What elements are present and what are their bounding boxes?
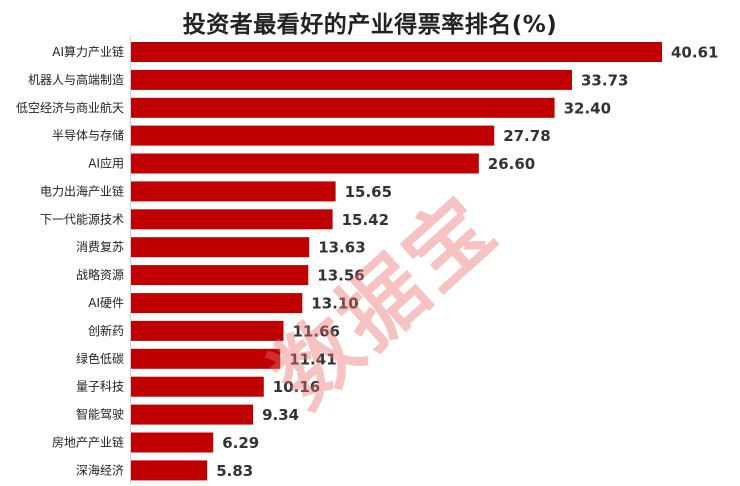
value-label: 26.60 [488, 155, 535, 173]
value-label: 13.63 [318, 239, 365, 257]
value-label: 6.29 [222, 434, 259, 452]
value-label: 13.56 [317, 267, 364, 285]
bar-0 [131, 42, 662, 62]
category-label: 房地产产业链 [52, 435, 124, 450]
value-label: 11.66 [293, 322, 340, 340]
category-label: AI算力产业链 [52, 44, 124, 59]
category-label: 量子科技 [76, 380, 124, 394]
value-label: 5.83 [216, 462, 253, 480]
bar-4 [131, 153, 479, 174]
bar-12 [131, 376, 264, 397]
bar-11 [131, 348, 281, 369]
category-label: 战略资源 [76, 267, 124, 282]
bar-14 [131, 432, 214, 453]
value-label: 15.42 [342, 211, 389, 229]
category-label: 下一代能源技术 [40, 212, 124, 226]
category-label: 机器人与高端制造 [28, 72, 124, 87]
category-label: 绿色低碳 [76, 351, 124, 366]
value-label: 32.40 [564, 99, 611, 117]
bar-15 [131, 460, 208, 481]
value-label: 33.73 [581, 71, 628, 89]
value-labels-group: 40.61 33.73 32.40 27.78 26.60 15.65 15.42 13.63… [216, 44, 718, 480]
bar-3 [131, 125, 495, 146]
bar-13 [131, 404, 254, 425]
value-label: 40.61 [671, 44, 718, 62]
value-label: 9.34 [262, 406, 299, 424]
category-label: 低空经济与商业航天 [16, 100, 124, 115]
bar-2 [131, 97, 555, 118]
bars-group [131, 42, 662, 481]
category-label: 深海经济 [76, 462, 124, 477]
chart-title: 投资者最看好的产业得票率排名(%) [182, 12, 558, 38]
category-label: 创新药 [88, 323, 124, 338]
bar-1 [131, 69, 572, 90]
bar-9 [131, 293, 303, 314]
value-label: 11.41 [289, 350, 336, 368]
value-label: 13.10 [311, 295, 358, 313]
category-label: 电力出海产业链 [40, 183, 124, 198]
bar-5 [131, 181, 336, 202]
category-label: 智能驾驶 [76, 407, 124, 422]
category-label: 半导体与存储 [52, 128, 124, 143]
bar-6 [131, 209, 333, 230]
value-label: 15.65 [345, 183, 392, 201]
bar-8 [131, 265, 309, 286]
category-label: AI硬件 [88, 296, 124, 310]
category-label: AI应用 [88, 156, 124, 171]
value-label: 27.78 [503, 127, 550, 145]
bar-7 [131, 237, 310, 258]
bar-10 [131, 320, 284, 341]
value-label: 10.16 [273, 378, 320, 396]
category-label: 消费复苏 [76, 240, 124, 254]
